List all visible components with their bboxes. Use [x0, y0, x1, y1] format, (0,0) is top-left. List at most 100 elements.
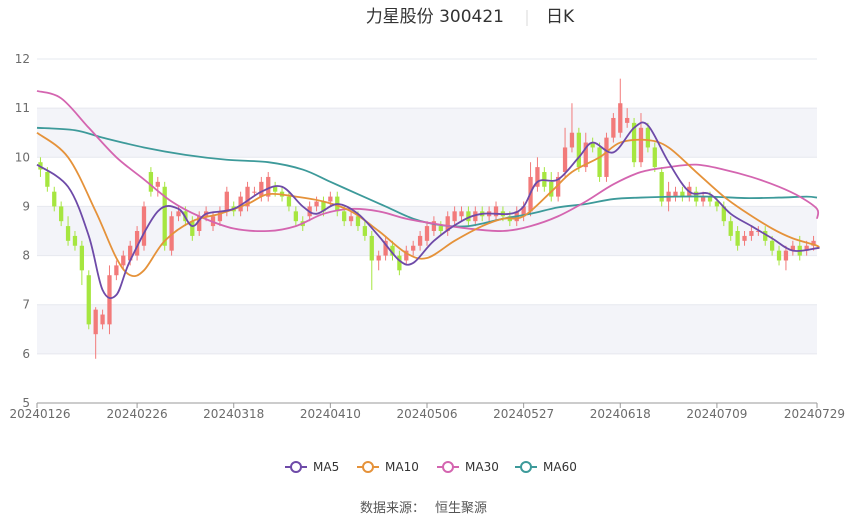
candle-up [417, 235, 423, 246]
candle-up [107, 275, 112, 325]
candle-up [749, 231, 754, 236]
x-axis: 20240126 20240226 20240318 20240410 20240506… [9, 402, 845, 421]
candle-up [445, 216, 450, 231]
candle-down [65, 226, 71, 241]
candle-up [100, 314, 105, 325]
candle-up [638, 127, 644, 163]
candle-down [659, 172, 664, 202]
chart-title: 力星股份 300421 [366, 7, 504, 27]
ma30-line [36, 90, 820, 233]
band-6 [37, 304, 817, 354]
candle-down [438, 226, 443, 231]
candle-up [266, 176, 271, 197]
candle-up [383, 240, 388, 256]
legend-swatch-marker [520, 461, 532, 473]
candle-up [535, 167, 540, 187]
ma5-line [36, 121, 820, 299]
source-label: 数据来源： [360, 501, 425, 516]
candle-down [79, 245, 85, 271]
candle-down [86, 275, 91, 325]
candle-down [652, 147, 657, 168]
candle-up [348, 216, 354, 222]
y-tick-label: 7 [22, 298, 30, 312]
y-tick-label: 10 [15, 150, 30, 164]
legend-label: MA60 [543, 460, 577, 474]
x-tick-label: 20240318 [203, 407, 264, 421]
candle-down [162, 186, 167, 246]
candle-down [721, 206, 726, 222]
x-tick-label: 20240729 [784, 407, 845, 421]
candle-up [121, 255, 126, 266]
candle-down [52, 191, 57, 207]
candle-up [134, 231, 140, 256]
candle-up [611, 117, 616, 138]
x-tick-label: 20240226 [107, 407, 168, 421]
y-tick-label: 6 [22, 347, 30, 361]
x-tick-label: 20240506 [396, 407, 457, 421]
candle-down [597, 147, 602, 177]
candle-up [93, 309, 98, 335]
candle-up [618, 103, 623, 133]
candle-down [707, 196, 713, 202]
candle-up [625, 117, 630, 123]
candle-down [273, 186, 278, 192]
candle-down [355, 216, 361, 227]
candle-up [804, 245, 809, 251]
candle-down [286, 196, 292, 207]
candle-down [190, 221, 195, 236]
candle-up [114, 265, 119, 276]
candle-up [376, 255, 381, 261]
candle-down [321, 201, 326, 212]
x-tick-label: 20240527 [493, 407, 554, 421]
source-value: 恒生聚源 [435, 501, 487, 516]
candle-down [763, 231, 768, 241]
candle-up [238, 196, 243, 212]
candle-down [714, 201, 720, 207]
candle-up [459, 211, 464, 217]
candle-up [404, 250, 409, 261]
candle-up [493, 206, 499, 217]
legend-swatch-marker [290, 461, 302, 473]
candle-up [411, 245, 416, 251]
ma10-line [36, 131, 820, 278]
legend-swatch-marker [362, 461, 374, 473]
x-tick-label: 20240709 [686, 407, 747, 421]
legend-label: MA10 [385, 460, 419, 474]
candle-down [769, 240, 775, 251]
y-tick-label: 12 [15, 52, 30, 66]
candle-up [452, 211, 457, 222]
legend-item-ma10: MA10 [357, 460, 419, 474]
y-axis-labels: 5 6 7 8 9 10 11 12 [15, 52, 30, 410]
candle-down [72, 235, 78, 246]
candle-up [128, 245, 133, 261]
candle-up [811, 240, 816, 246]
candle-up [217, 211, 223, 222]
candle-down [369, 235, 374, 261]
candle-up [583, 142, 588, 168]
band-10 [37, 108, 817, 158]
chart-period: 日K [546, 7, 575, 27]
candle-up [141, 206, 147, 246]
candle-up [259, 181, 264, 197]
candle-up [155, 181, 160, 187]
candle-down [362, 226, 368, 236]
candle-up [569, 132, 575, 148]
candle-down [590, 142, 595, 148]
candle-down [645, 127, 651, 148]
candle-down [466, 211, 471, 222]
x-tick-label: 20240410 [300, 407, 361, 421]
candle-down [148, 172, 154, 192]
candle-up [176, 211, 181, 217]
legend-label: MA5 [313, 460, 339, 474]
candle-up [328, 196, 333, 202]
y-tick-label: 8 [22, 249, 30, 263]
candle-up [314, 201, 319, 207]
candle-down [59, 206, 64, 222]
candle-up [700, 196, 706, 202]
legend-item-ma30: MA30 [437, 460, 499, 474]
candle-up [431, 221, 437, 231]
legend-label: MA30 [465, 460, 499, 474]
candle-down [390, 245, 395, 256]
